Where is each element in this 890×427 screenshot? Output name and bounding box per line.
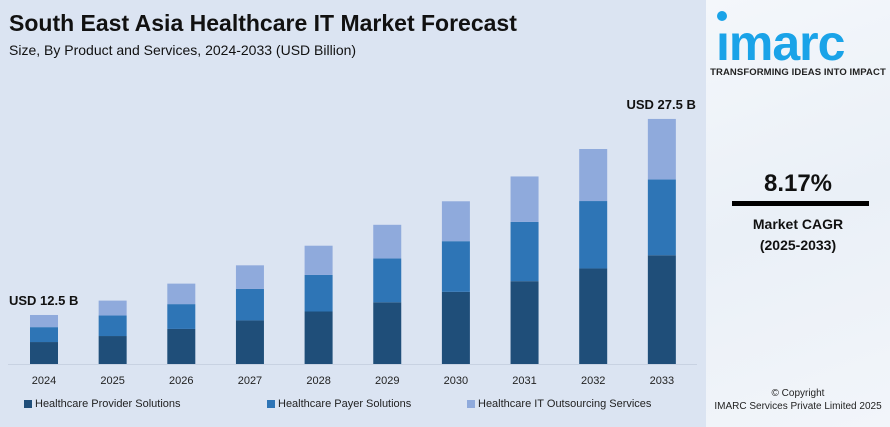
imarc-logo: ımarc: [716, 11, 846, 68]
bar-segment-2033-1: [647, 179, 676, 256]
bar-segment-2033-0: [647, 255, 676, 364]
x-tick-label: 2024: [32, 375, 56, 387]
copyright: © Copyright IMARC Services Private Limit…: [706, 387, 890, 413]
x-tick-label: 2025: [100, 375, 124, 387]
bar-segment-2028-0: [304, 311, 333, 364]
x-tick-label: 2033: [650, 375, 674, 387]
legend-label: Healthcare IT Outsourcing Services: [478, 398, 652, 410]
bar-segment-2026-1: [167, 304, 196, 329]
bar-segment-2029-2: [373, 224, 402, 259]
total-annotation: USD 27.5 B: [626, 97, 695, 112]
legend-swatch: [267, 400, 275, 408]
cagr-label: Market CAGR (2025-2033): [706, 214, 890, 256]
x-tick-label: 2029: [375, 375, 399, 387]
bar-segment-2029-1: [373, 258, 402, 303]
chart-subtitle: Size, By Product and Services, 2024-2033…: [9, 42, 357, 58]
divider: [732, 201, 869, 206]
bar-segment-2029-0: [373, 302, 402, 364]
chart-title: South East Asia Healthcare IT Market For…: [9, 10, 517, 36]
bar-segment-2024-0: [30, 342, 58, 364]
x-tick-label: 2031: [512, 375, 536, 387]
bar-segment-2033-2: [647, 118, 676, 180]
legend-swatch: [24, 400, 32, 408]
bar-segment-2027-0: [235, 320, 264, 364]
bar-segment-2030-2: [441, 201, 470, 242]
x-tick-label: 2028: [306, 375, 330, 387]
x-tick-label: 2027: [238, 375, 262, 387]
bar-segment-2024-2: [30, 314, 58, 328]
bar-segment-2028-1: [304, 274, 333, 312]
svg-text:ımarc: ımarc: [716, 15, 845, 68]
cagr-label-text: Market CAGR: [752, 216, 844, 232]
bar-segment-2027-1: [235, 288, 264, 321]
bar-segment-2031-2: [510, 176, 539, 222]
bar-segment-2024-1: [30, 327, 58, 343]
bar-segment-2032-1: [579, 201, 608, 269]
cagr-period: (2025-2033): [759, 237, 837, 253]
side-panel: ımarc TRANSFORMING IDEAS INTO IMPACT 8.1…: [706, 0, 890, 427]
bar-segment-2031-1: [510, 221, 539, 282]
x-tick-label: 2026: [169, 375, 193, 387]
bar-segment-2030-1: [441, 241, 470, 292]
copyright-text: © Copyright: [771, 388, 825, 399]
company-name: IMARC Services Private Limited 2025: [714, 401, 882, 412]
bar-segment-2026-2: [167, 283, 196, 305]
legend-item: Healthcare Payer Solutions: [267, 398, 411, 410]
x-tick-label: 2032: [581, 375, 605, 387]
legend-swatch: [467, 400, 475, 408]
x-tick-label: 2030: [444, 375, 468, 387]
bar-segment-2027-2: [235, 265, 264, 289]
bar-segment-2032-0: [579, 268, 608, 364]
bar-segment-2025-0: [98, 336, 127, 364]
bar-segment-2026-0: [167, 328, 196, 364]
bar-segment-2030-0: [441, 291, 470, 364]
bar-segment-2025-1: [98, 315, 127, 337]
stacked-bar-chart: 2024 USD 12.5 B 2025 2026 2027 2028 2029 2030 20…: [8, 97, 697, 387]
legend-label: Healthcare Payer Solutions: [278, 398, 412, 410]
legend-label: Healthcare Provider Solutions: [35, 398, 181, 410]
bar-segment-2031-0: [510, 281, 539, 364]
bar-segment-2025-2: [98, 300, 127, 316]
tagline: TRANSFORMING IDEAS INTO IMPACT: [710, 67, 886, 78]
cagr-value: 8.17%: [763, 170, 833, 197]
legend-item: Healthcare Provider Solutions: [24, 398, 181, 410]
total-annotation: USD 12.5 B: [9, 293, 78, 308]
legend-item: Healthcare IT Outsourcing Services: [467, 398, 651, 410]
bar-segment-2032-2: [579, 148, 608, 202]
bar-segment-2028-2: [304, 245, 333, 275]
